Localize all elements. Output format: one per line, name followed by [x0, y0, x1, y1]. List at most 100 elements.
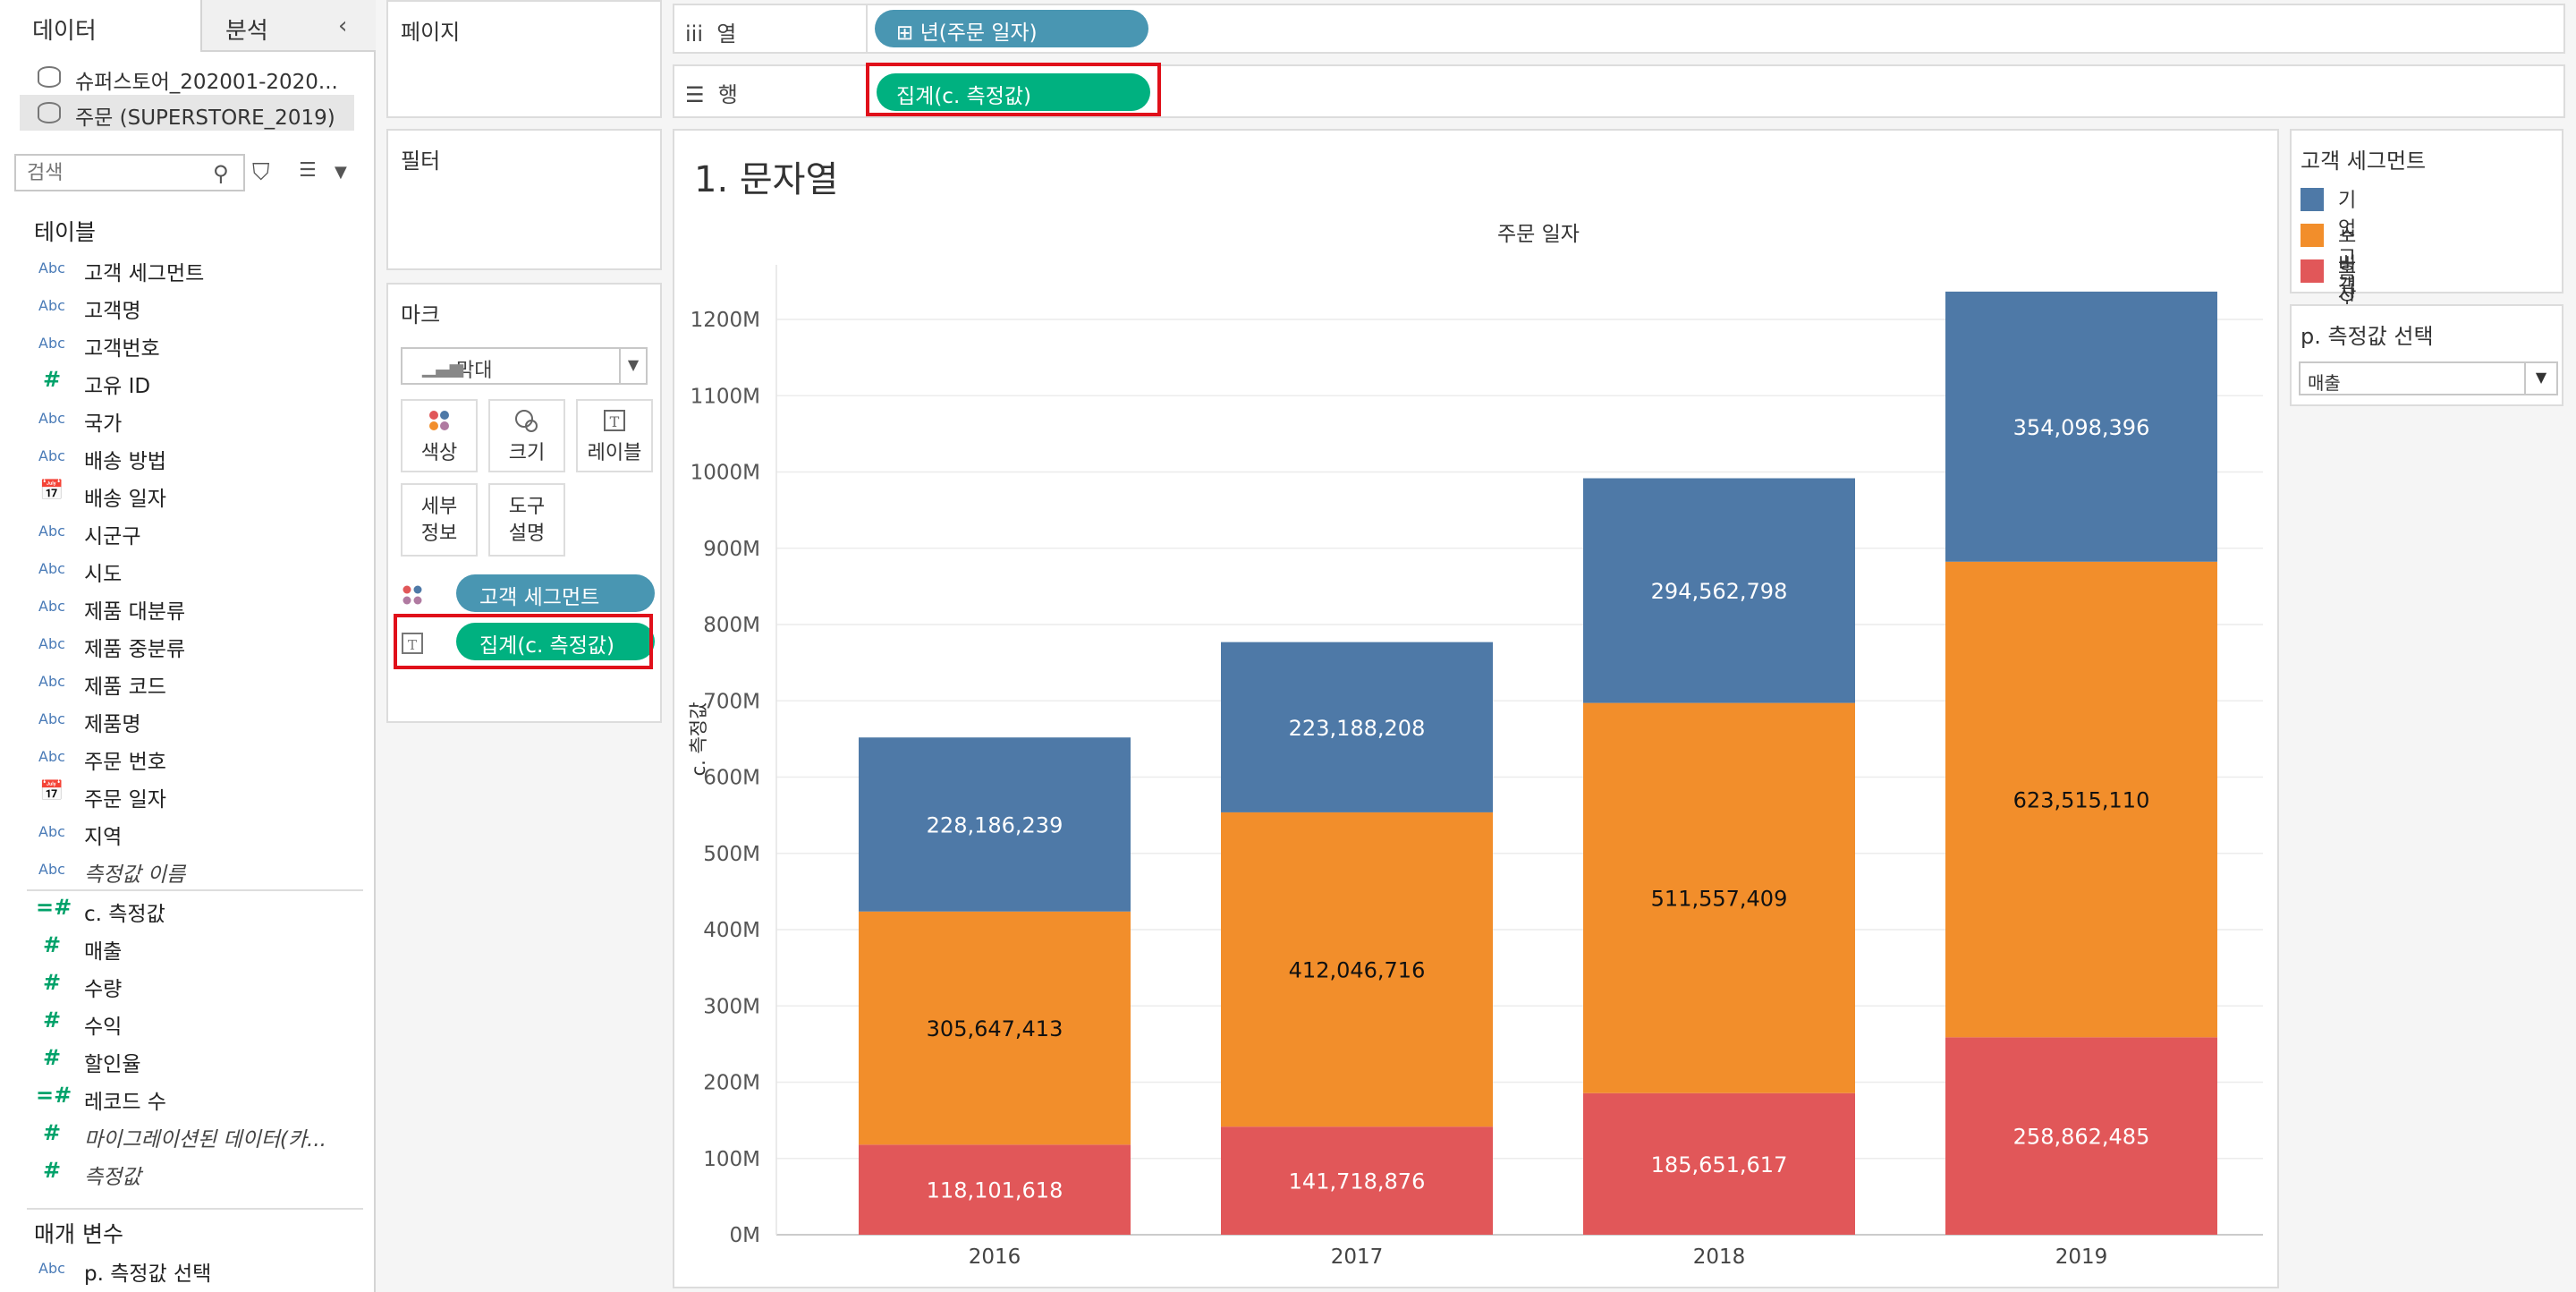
columns-shelf-label: iii 열 — [685, 16, 736, 47]
text-type-icon: Abc — [38, 1260, 65, 1277]
fields-field-item[interactable]: Abc 제품 대분류 — [36, 591, 367, 626]
fields-field-item[interactable]: Abc 제품명 — [36, 703, 367, 739]
fields-field-item[interactable]: Abc 시군구 — [36, 515, 367, 551]
measures-field-item[interactable]: # 매출 — [36, 931, 367, 966]
database-icon — [38, 66, 61, 88]
data-labels: 118,101,618 305,647,413 228,186,239 141,718… — [927, 415, 2150, 1203]
text-type-icon: Abc — [38, 823, 65, 840]
calendar-icon: 📅 — [39, 780, 64, 803]
database-icon — [38, 102, 61, 123]
highlight-box — [394, 614, 653, 669]
list-view-icon[interactable]: ☰ — [299, 159, 317, 182]
search-input[interactable] — [14, 154, 245, 191]
x-tick-label: 2017 — [1331, 1245, 1384, 1269]
collapse-icon[interactable]: ‹ — [338, 13, 348, 39]
filter-icon[interactable]: ⛉ — [252, 159, 270, 186]
label-icon: T — [401, 632, 424, 660]
tab-data[interactable]: 데이터 — [0, 0, 200, 52]
tooltip-button[interactable]: 도구 설명 — [488, 483, 565, 557]
data-source-label: 슈퍼스토어_202001-2020... — [75, 71, 338, 94]
measures-field-item[interactable]: # 수익 — [36, 1006, 367, 1041]
columns-shelf[interactable]: iii 열 ⊞ 년(주문 일자) — [673, 4, 2565, 54]
detail-button[interactable]: 세부 정보 — [401, 483, 478, 557]
chevron-down-icon: ▼ — [2524, 363, 2556, 394]
number-type-icon: # — [42, 1007, 62, 1033]
year-order-date-pill[interactable]: ⊞ 년(주문 일자) — [875, 10, 1148, 47]
fields-field-item[interactable]: Abc 측정값 이름 — [36, 854, 367, 889]
label-button[interactable]: T 레이블 — [576, 399, 653, 472]
label-icon: T — [578, 401, 651, 437]
marks-title: 마크 — [401, 302, 441, 327]
bar-segment — [1221, 812, 1493, 1127]
data-source-label: 주문 (SUPERSTORE_2019) — [75, 106, 335, 130]
measure-rows-pill[interactable]: 집계(c. 측정값) — [877, 73, 1150, 111]
tooltip-label-2: 설명 — [508, 523, 546, 545]
field-label: 고객번호 — [84, 337, 160, 361]
y-tick-label: 0M — [730, 1224, 760, 1247]
fields-field-item[interactable]: Abc 제품 중분류 — [36, 628, 367, 664]
text-type-icon: Abc — [38, 635, 65, 652]
fields-field-item[interactable]: Abc 시도 — [36, 553, 367, 589]
detail-label-1: 세부 — [420, 496, 458, 518]
y-tick-label: 600M — [703, 767, 760, 790]
mark-type-dropdown[interactable]: ▁▃▅ 막대 ▼ — [401, 347, 648, 385]
parameter-dropdown[interactable]: 매출 ▼ — [2299, 361, 2558, 395]
field-label: 배송 방법 — [84, 450, 166, 473]
detail-label-2: 정보 — [420, 523, 458, 545]
size-button[interactable]: 크기 — [488, 399, 565, 472]
svg-text:T: T — [408, 637, 417, 653]
fields-field-item[interactable]: Abc 고객명 — [36, 290, 367, 326]
measures-field-item[interactable]: # 수량 — [36, 968, 367, 1004]
y-axis-ticks: 0M 100M 200M 300M 400M 500M 600M 700M 800M 900M 10… — [691, 309, 760, 1247]
fields-field-item[interactable]: Abc 국가 — [36, 403, 367, 438]
data-source-item-selected[interactable]: 주문 (SUPERSTORE_2019) — [20, 95, 354, 131]
measures-field-item[interactable]: # 할인율 — [36, 1043, 367, 1079]
data-source-item[interactable]: 슈퍼스토어_202001-2020... — [20, 59, 354, 95]
fields-field-item[interactable]: Abc 고객번호 — [36, 327, 367, 363]
rows-shelf[interactable]: ☰ 행 집계(c. 측정값) — [673, 63, 2565, 118]
color-button[interactable]: 색상 — [401, 399, 478, 472]
measures-field-item[interactable]: =# c. 측정값 — [36, 893, 367, 929]
expand-icon: ⊞ — [896, 21, 914, 45]
field-label: 레코드 수 — [84, 1091, 166, 1114]
x-tick-label: 2018 — [1693, 1245, 1746, 1269]
measures-field-item[interactable]: # 측정값 — [36, 1156, 367, 1192]
fields-field-item[interactable]: Abc 배송 방법 — [36, 440, 367, 476]
number-type-icon: # — [42, 970, 62, 995]
bar-segment — [859, 911, 1131, 1145]
divider — [27, 1208, 363, 1210]
parameter-value: 매출 — [2308, 372, 2341, 394]
measures-field-item[interactable]: =# 레코드 수 — [36, 1081, 367, 1117]
tab-analysis[interactable]: 분석 — [200, 0, 376, 52]
bar-chart[interactable]: 0M 100M 200M 300M 400M 500M 600M 700M 800M 900M 10… — [674, 131, 2277, 1287]
highlight-box — [866, 63, 1161, 116]
chevron-down-icon[interactable]: ▼ — [335, 163, 347, 182]
fields-field-item[interactable]: Abc 제품 코드 — [36, 666, 367, 701]
y-tick-label: 100M — [703, 1148, 760, 1171]
search-icon[interactable]: ⚲ — [213, 161, 229, 186]
x-tick-label: 2016 — [969, 1245, 1021, 1269]
fields-field-item[interactable]: 📅 주문 일자 — [36, 778, 367, 814]
fields-field-item[interactable]: Abc 주문 번호 — [36, 741, 367, 777]
filters-shelf[interactable]: 필터 — [386, 129, 662, 270]
params-field-item[interactable]: Abc p. 측정값 선택 — [36, 1253, 367, 1288]
fields-field-item[interactable]: 📅 배송 일자 — [36, 478, 367, 514]
legend-swatch — [2301, 224, 2324, 247]
pages-shelf[interactable]: 페이지 — [386, 0, 662, 118]
field-label: 시도 — [84, 563, 123, 586]
mark-type-label: 막대 — [456, 360, 493, 382]
divider — [866, 5, 868, 52]
legend-swatch — [2301, 259, 2324, 283]
measures-field-item[interactable]: # 마이그레이션된 데이터(카... — [36, 1118, 367, 1154]
fields-field-item[interactable]: Abc 고객 세그먼트 — [36, 252, 367, 288]
segment-color-pill[interactable]: 고객 세그먼트 — [456, 574, 655, 612]
fields-field-item[interactable]: Abc 지역 — [36, 816, 367, 852]
data-label: 511,557,409 — [1651, 887, 1788, 912]
measure-label-pill[interactable]: 집계(c. 측정값) — [456, 623, 655, 660]
y-tick-label: 200M — [703, 1072, 760, 1095]
fields-field-item[interactable]: # 고유 ID — [36, 365, 367, 401]
field-label: 고객명 — [84, 300, 141, 323]
field-label: c. 측정값 — [84, 903, 165, 926]
field-label: 제품명 — [84, 713, 141, 736]
